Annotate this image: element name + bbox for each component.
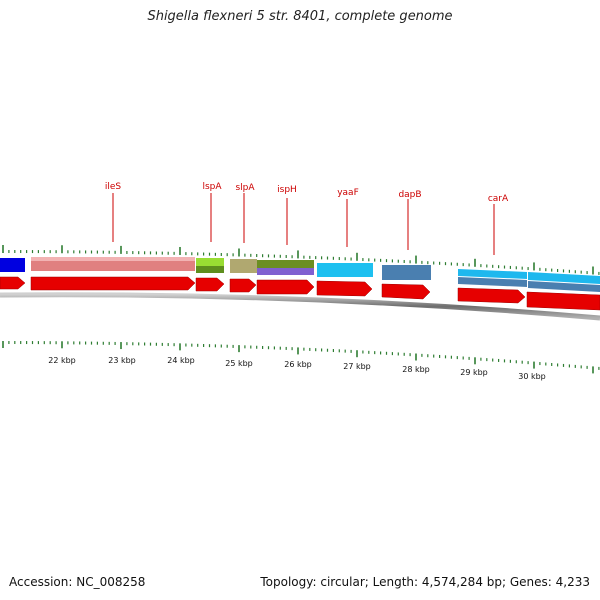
genome-summary-text: Topology: circular; Length: 4,574,284 bp… bbox=[260, 575, 590, 589]
scale-label-29kbp: 29 kbp bbox=[460, 368, 488, 377]
accession-text: Accession: NC_008258 bbox=[9, 575, 146, 589]
feature-block-right-bottom[interactable] bbox=[528, 281, 600, 292]
cds-arrow-right[interactable] bbox=[526, 291, 600, 311]
cds-arrow-ispH[interactable] bbox=[256, 279, 315, 295]
scale-label-25kbp: 25 kbp bbox=[225, 359, 253, 368]
top-ruler bbox=[2, 245, 600, 275]
scale-label-27kbp: 27 kbp bbox=[343, 362, 371, 371]
gene-label-carA[interactable]: carA bbox=[488, 194, 509, 204]
cds-track bbox=[0, 276, 600, 311]
gene-label-ileS[interactable]: ileS bbox=[105, 182, 122, 192]
feature-block-yaaF[interactable] bbox=[317, 263, 373, 277]
feature-block-ispH-top[interactable] bbox=[257, 260, 314, 268]
scale-label-23kbp: 23 kbp bbox=[108, 356, 136, 365]
genome-title: Shigella flexneri 5 str. 8401, complete … bbox=[147, 9, 453, 24]
gene-label-texts: ileS lspA slpA ispH yaaF dapB carA bbox=[105, 182, 509, 204]
gene-label-ispH[interactable]: ispH bbox=[277, 185, 297, 195]
cds-arrow-slpA[interactable] bbox=[229, 278, 257, 293]
feature-block-carA-top[interactable] bbox=[458, 269, 527, 279]
scale-label-28kbp: 28 kbp bbox=[402, 365, 430, 374]
scale-labels: 22 kbp 23 kbp 24 kbp 25 kbp 26 kbp 27 kb… bbox=[48, 356, 546, 381]
cds-arrow-carA[interactable] bbox=[457, 287, 526, 304]
gene-labels bbox=[112, 193, 495, 255]
scale-label-26kbp: 26 kbp bbox=[284, 360, 312, 369]
gene-label-dapB[interactable]: dapB bbox=[398, 190, 421, 200]
feature-block-blue[interactable] bbox=[0, 258, 25, 272]
feature-track bbox=[0, 257, 600, 292]
cds-arrow-yaaF[interactable] bbox=[316, 280, 373, 297]
cds-arrow-dapB[interactable] bbox=[381, 283, 431, 300]
genome-backbone bbox=[0, 292, 600, 321]
feature-block-slpA[interactable] bbox=[230, 259, 257, 273]
feature-block-carA-bottom[interactable] bbox=[458, 277, 527, 287]
gene-label-slpA[interactable]: slpA bbox=[235, 183, 255, 193]
cds-arrow[interactable] bbox=[0, 276, 26, 290]
scale-label-24kbp: 24 kbp bbox=[167, 356, 195, 365]
feature-block-ispH-bottom[interactable] bbox=[257, 268, 314, 275]
cds-arrow-lspA[interactable] bbox=[195, 277, 225, 292]
cds-arrow-ileS[interactable] bbox=[30, 276, 196, 291]
feature-block-right-top[interactable] bbox=[528, 272, 600, 284]
gene-label-lspA[interactable]: lspA bbox=[202, 182, 222, 192]
feature-block-lspA-top[interactable] bbox=[196, 258, 224, 266]
scale-label-30kbp: 30 kbp bbox=[518, 372, 546, 381]
bottom-ruler bbox=[2, 341, 600, 374]
gene-label-yaaF[interactable]: yaaF bbox=[337, 188, 359, 198]
feature-block-lspA-bottom[interactable] bbox=[196, 266, 224, 273]
scale-label-22kbp: 22 kbp bbox=[48, 356, 76, 365]
feature-block-dapB[interactable] bbox=[382, 265, 431, 280]
